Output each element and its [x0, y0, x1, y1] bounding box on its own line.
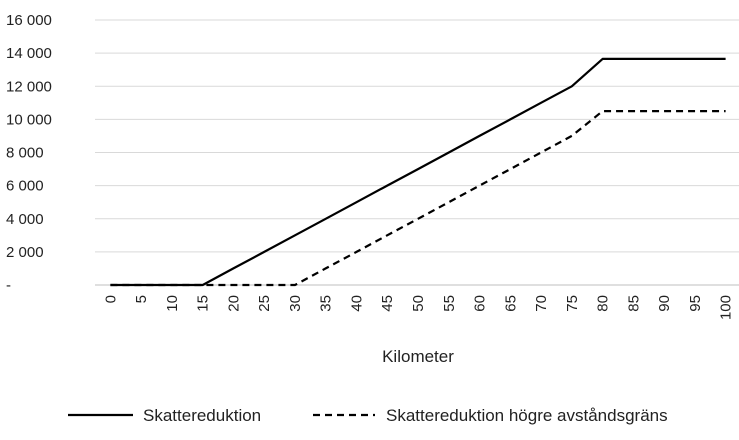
x-tick-label: 10 — [164, 295, 181, 312]
x-tick-label: 90 — [656, 295, 673, 312]
x-tick-label: 15 — [195, 295, 212, 312]
x-tick-label: 75 — [564, 295, 581, 312]
x-tick-label: 100 — [718, 295, 735, 320]
legend: Skattereduktion Skattereduktion högre avs… — [68, 406, 668, 425]
x-tick-label: 25 — [256, 295, 273, 312]
x-tick-label: 35 — [318, 295, 335, 312]
y-tick-label: 12 000 — [6, 78, 52, 95]
x-tick-label: 85 — [625, 295, 642, 312]
y-tick-label: 16 000 — [6, 12, 52, 29]
y-tick-label: 10 000 — [6, 111, 52, 128]
x-tick-label: 60 — [472, 295, 489, 312]
x-axis-tick-labels: 0 5 10 15 20 25 30 35 40 45 50 55 60 65 70 75 80 85 90 95 10… — [102, 295, 734, 320]
x-tick-label: 0 — [102, 295, 119, 303]
x-tick-label: 30 — [287, 295, 304, 312]
x-tick-label: 5 — [133, 295, 150, 303]
y-tick-label: 4 000 — [6, 211, 44, 228]
y-tick-label: - — [6, 277, 11, 294]
x-axis-title: Kilometer — [382, 347, 454, 366]
x-tick-label: 45 — [379, 295, 396, 312]
y-axis-tick-labels: - 2 000 4 000 6 000 8 000 10 000 12 000 14 000 1… — [6, 12, 52, 294]
legend-label: Skattereduktion — [143, 406, 261, 425]
series-line-solid — [110, 57, 726, 287]
x-tick-label: 65 — [502, 295, 519, 312]
legend-label: Skattereduktion högre avståndsgräns — [386, 406, 668, 425]
x-tick-label: 55 — [441, 295, 458, 312]
series-line-dashed — [110, 109, 726, 287]
x-tick-label: 95 — [687, 295, 704, 312]
y-tick-label: 6 000 — [6, 178, 44, 195]
y-tick-label: 2 000 — [6, 244, 44, 261]
y-tick-label: 14 000 — [6, 45, 52, 62]
x-tick-label: 80 — [595, 295, 612, 312]
x-tick-label: 40 — [348, 295, 365, 312]
x-tick-label: 50 — [410, 295, 427, 312]
x-tick-label: 70 — [533, 295, 550, 312]
series-lines — [110, 57, 726, 287]
gridlines — [95, 19, 739, 286]
y-tick-label: 8 000 — [6, 145, 44, 162]
x-tick-label: 20 — [225, 295, 242, 312]
